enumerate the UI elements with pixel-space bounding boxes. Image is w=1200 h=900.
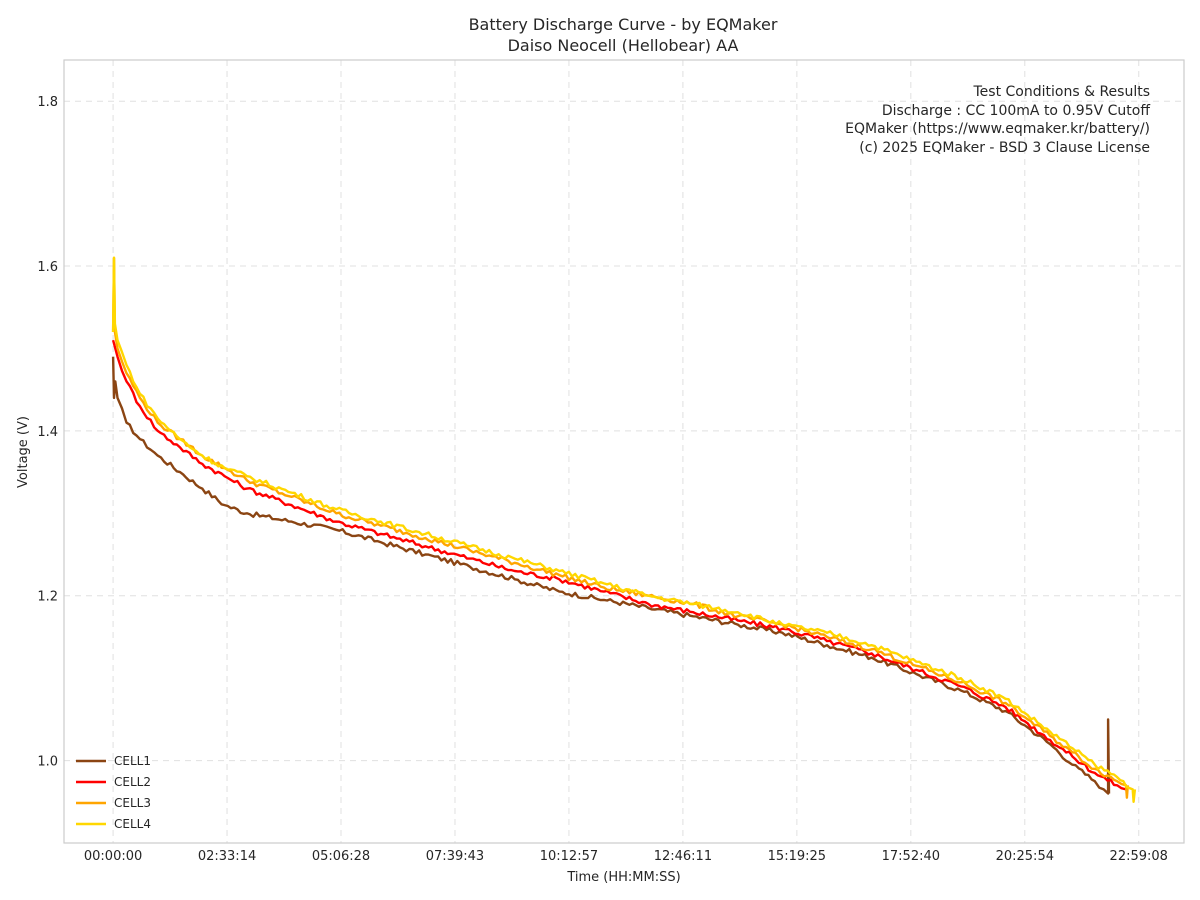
x-axis-label: Time (HH:MM:SS) [566,870,680,885]
chart-title: Battery Discharge Curve - by EQMaker [469,15,778,34]
y-axis-ticks: 1.0 1.2 1.4 1.6 1.8 [37,95,58,769]
y-tick-label: 1.8 [37,95,58,110]
x-tick-label: 02:33:14 [198,849,256,864]
series-line-cell2 [111,339,1127,791]
y-tick-label: 1.4 [37,425,58,440]
x-tick-label: 05:06:28 [312,849,370,864]
x-tick-label: 17:52:40 [882,849,940,864]
y-tick-label: 1.2 [37,590,58,605]
legend-label-cell1: CELL1 [114,754,151,768]
chart-subtitle: Daiso Neocell (Hellobear) AA [508,36,739,55]
annotation-line: Discharge : CC 100mA to 0.95V Cutoff [882,103,1151,119]
series-line-cell1 [111,356,1111,795]
legend-label-cell3: CELL3 [114,796,151,810]
x-tick-label: 22:59:08 [1110,849,1168,864]
series-layer [111,256,1137,803]
y-axis-label: Voltage (V) [16,416,31,488]
legend-label-cell2: CELL2 [114,775,151,789]
y-tick-label: 1.0 [37,755,58,770]
annotation-box: Test Conditions & Results Discharge : CC… [845,84,1150,156]
grid [64,60,1184,843]
legend-label-cell4: CELL4 [114,817,151,831]
legend: CELL1 CELL2 CELL3 CELL4 [76,754,151,831]
x-tick-label: 10:12:57 [540,849,598,864]
x-tick-label: 12:46:11 [654,849,712,864]
x-tick-label: 00:00:00 [84,849,142,864]
x-tick-label: 20:25:54 [996,849,1054,864]
annotation-line: (c) 2025 EQMaker - BSD 3 Clause License [859,140,1150,156]
annotation-line: EQMaker (https://www.eqmaker.kr/battery/… [845,121,1150,137]
plot-frame [63,59,1185,844]
series-line-cell3 [111,256,1129,799]
x-tick-label: 15:19:25 [768,849,826,864]
x-tick-label: 07:39:43 [426,849,484,864]
series-line-cell4 [111,256,1137,803]
x-axis-ticks: 00:00:00 02:33:14 05:06:28 07:39:43 10:12:57… [84,849,1168,864]
y-tick-label: 1.6 [37,260,58,275]
annotation-line: Test Conditions & Results [973,84,1151,100]
